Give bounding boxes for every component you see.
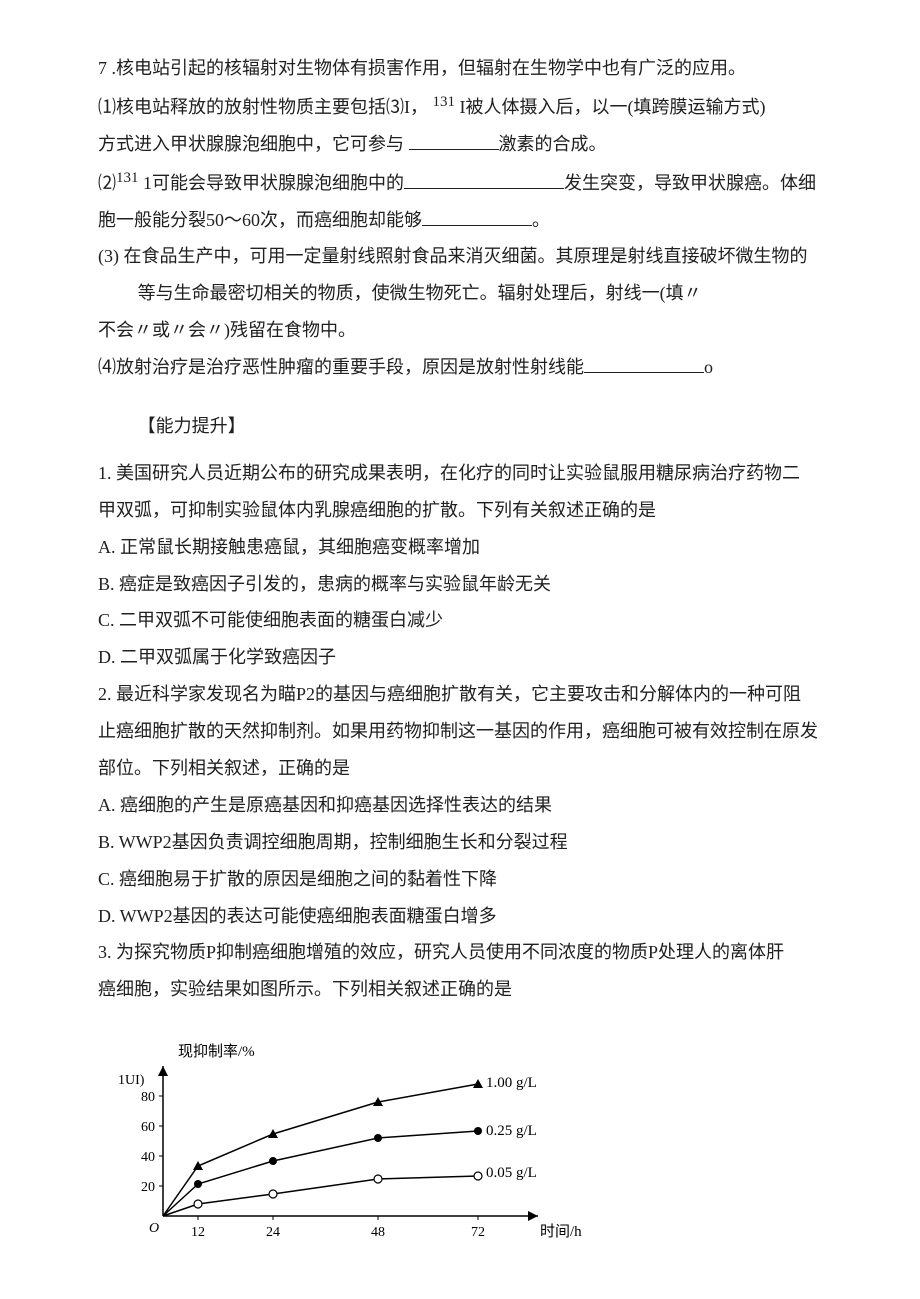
c2-option-d: D. WWP2基因的表达可能使癌细胞表面糖蛋白增多	[98, 898, 822, 935]
blank-fill[interactable]	[409, 132, 499, 150]
section-title: 【能力提升】	[98, 408, 822, 445]
c1-option-a: A. 正常鼠长期接触患癌鼠，其细胞癌变概率增加	[98, 529, 822, 566]
c2-line1: 2. 最近科学家发现名为瞄P2的基因与癌细胞扩散有关，它主要攻击和分解体内的一种…	[98, 676, 822, 713]
q7-p3-line1: (3) 在食品生产中，可用一定量射线照射食品来消灭细菌。其原理是射线直接破坏微生…	[98, 238, 822, 275]
q7-p1-line1: ⑴核电站释放的放射性物质主要包括⑶I， 131 I被人体摄入后，以一(填跨膜运输…	[98, 87, 822, 126]
q7-p4b-text: o	[704, 357, 713, 377]
q7-p2c-text: 发生突变，导致甲状腺癌。体细	[564, 173, 816, 193]
chart-svg: 现抑制率/% 1UI) 20 40 60 80 O 12 24 48 72 时间/h 1.00 g/L 0…	[108, 1026, 588, 1256]
blank-fill[interactable]	[584, 355, 704, 373]
svg-text:0.05 g/L: 0.05 g/L	[486, 1165, 537, 1181]
q7-p1a-text: ⑴核电站释放的放射性物质主要包括⑶I，	[98, 97, 433, 117]
q7-p1b-text: I被人体摄入后，以一(填跨膜运输方式)	[455, 97, 765, 117]
c2-line3: 部位。下列相关叙述，正确的是	[98, 750, 822, 787]
q7-sup1: 131	[433, 94, 456, 110]
svg-text:时间/h: 时间/h	[540, 1223, 582, 1240]
c2-option-b: B. WWP2基因负责调控细胞周期，控制细胞生长和分裂过程	[98, 824, 822, 861]
q7-p2b-text: 1可能会导致甲状腺腺泡细胞中的	[139, 173, 405, 193]
c1-line2: 甲双弧，可抑制实验鼠体内乳腺癌细胞的扩散。下列有关叙述正确的是	[98, 492, 822, 529]
c1-option-c: C. 二甲双弧不可能使细胞表面的糖蛋白减少	[98, 602, 822, 639]
svg-text:12: 12	[191, 1225, 205, 1240]
svg-text:O: O	[149, 1221, 159, 1236]
svg-text:1.00 g/L: 1.00 g/L	[486, 1075, 537, 1091]
q7-p2-line1: ⑵131 1可能会导致甲状腺腺泡细胞中的 发生突变，导致甲状腺癌。体细	[98, 163, 822, 202]
cap-question-3: 3. 为探究物质P抑制癌细胞增殖的效应，研究人员使用不同浓度的物质P处理人的离体…	[98, 934, 822, 1008]
q7-sup2: 131	[116, 170, 139, 186]
svg-text:40: 40	[141, 1150, 155, 1165]
c3-line1: 3. 为探究物质P抑制癌细胞增殖的效应，研究人员使用不同浓度的物质P处理人的离体…	[98, 934, 822, 971]
q7-p3-line3: 不会〃或〃会〃)残留在食物中。	[98, 312, 822, 349]
svg-text:现抑制率/%: 现抑制率/%	[178, 1043, 255, 1060]
c1-line1: 1. 美国研究人员近期公布的研究成果表明，在化疗的同时让实验鼠服用糖尿病治疗药物…	[98, 455, 822, 492]
question-7: 7 .核电站引起的核辐射对生物体有损害作用，但辐射在生物学中也有广泛的应用。 ⑴…	[98, 50, 822, 386]
q7-p1d-text: 激素的合成。	[499, 134, 607, 154]
q7-p2e-text: 。	[532, 210, 550, 230]
q7-p1-line2: 方式进入甲状腺腺泡细胞中，它可参与 激素的合成。	[98, 126, 822, 163]
q7-p4a-text: ⑷放射治疗是治疗恶性肿瘤的重要手段，原因是放射性射线能	[98, 357, 584, 377]
blank-fill[interactable]	[422, 208, 532, 226]
c3-line2: 癌细胞，实验结果如图所示。下列相关叙述正确的是	[98, 971, 822, 1008]
svg-text:24: 24	[266, 1225, 280, 1240]
svg-text:72: 72	[471, 1225, 485, 1240]
q7-p3-line2: 等与生命最密切相关的物质，使微生物死亡。辐射处理后，射线一(填〃	[98, 275, 822, 312]
q7-p2d-text: 胞一般能分裂50〜60次，而癌细胞却能够	[98, 210, 422, 230]
svg-text:0.25 g/L: 0.25 g/L	[486, 1123, 537, 1139]
q7-p1c-text: 方式进入甲状腺腺泡细胞中，它可参与	[98, 134, 409, 154]
q7-p2a-text: ⑵	[98, 173, 116, 193]
cap-question-1: 1. 美国研究人员近期公布的研究成果表明，在化疗的同时让实验鼠服用糖尿病治疗药物…	[98, 455, 822, 676]
svg-text:60: 60	[141, 1120, 155, 1135]
c1-option-d: D. 二甲双弧属于化学致癌因子	[98, 639, 822, 676]
svg-text:80: 80	[141, 1090, 155, 1105]
svg-text:1UI): 1UI)	[118, 1073, 145, 1088]
c2-line2: 止癌细胞扩散的天然抑制剂。如果用药物抑制这一基因的作用，癌细胞可被有效控制在原发	[98, 713, 822, 750]
c1-option-b: B. 癌症是致癌因子引发的，患病的概率与实验鼠年龄无关	[98, 566, 822, 603]
blank-fill[interactable]	[404, 171, 564, 189]
c2-option-a: A. 癌细胞的产生是原癌基因和抑癌基因选择性表达的结果	[98, 787, 822, 824]
svg-text:20: 20	[141, 1180, 155, 1195]
svg-text:48: 48	[371, 1225, 385, 1240]
q7-p4: ⑷放射治疗是治疗恶性肿瘤的重要手段，原因是放射性射线能 o	[98, 349, 822, 386]
q7-p2-line2: 胞一般能分裂50〜60次，而癌细胞却能够 。	[98, 202, 822, 239]
inhibition-rate-chart: 现抑制率/% 1UI) 20 40 60 80 O 12 24 48 72 时间/h 1.00 g/L 0…	[108, 1026, 822, 1269]
c2-option-c: C. 癌细胞易于扩散的原因是细胞之间的黏着性下降	[98, 861, 822, 898]
cap-question-2: 2. 最近科学家发现名为瞄P2的基因与癌细胞扩散有关，它主要攻击和分解体内的一种…	[98, 676, 822, 934]
q7-stem: 7 .核电站引起的核辐射对生物体有损害作用，但辐射在生物学中也有广泛的应用。	[98, 50, 822, 87]
